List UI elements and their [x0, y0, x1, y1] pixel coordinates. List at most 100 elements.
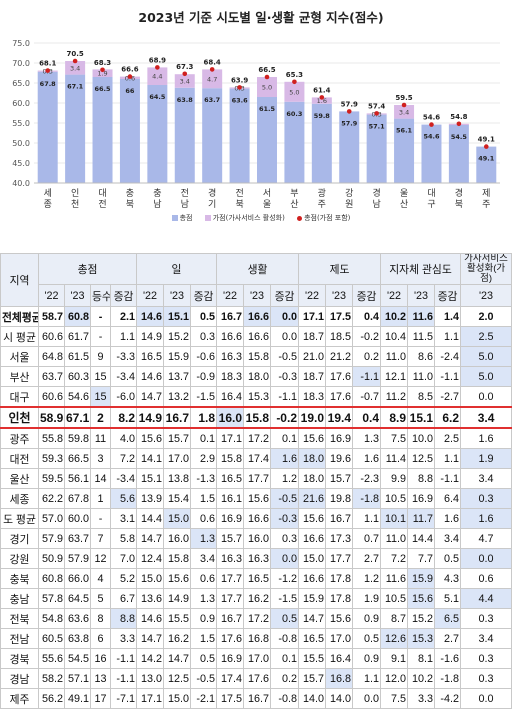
table-cell: 61.5: [64, 346, 91, 367]
table-cell: 55.6: [38, 648, 65, 669]
table-cell: 15.6: [407, 588, 435, 609]
table-cell: 55.8: [38, 427, 65, 449]
table-cell: 3.1: [110, 508, 137, 529]
bar-bonus: [394, 105, 415, 119]
table-cell: 11.7: [407, 508, 435, 529]
header-bonus: 가사서비스 활성화(가점): [460, 253, 513, 285]
header-region: 지역: [0, 253, 39, 307]
table-cell: 17.8: [325, 568, 353, 589]
legend-dot-sum: [297, 215, 303, 221]
table-cell: 21.6: [298, 488, 326, 509]
sub-header-cell: 증감: [352, 284, 381, 307]
bar-total: [202, 88, 223, 183]
table-cell: 14.0: [298, 688, 326, 709]
point-sum: [72, 58, 78, 64]
table-cell: -1.6: [433, 648, 462, 669]
x-tick-label: 충: [126, 188, 134, 199]
table-cell: 1.5: [190, 628, 217, 649]
table-cell: 2.7: [433, 628, 462, 649]
table-cell: 15.9: [407, 568, 435, 589]
table-cell: 6.7: [110, 588, 137, 609]
table-cell: 59.8: [64, 427, 91, 449]
table-cell: 66.0: [64, 568, 91, 589]
data-label-sum: 49.1: [478, 136, 495, 144]
sub-header-cell: '23: [407, 284, 435, 307]
table-cell: 4.3: [433, 568, 462, 589]
x-tick-label: 경: [455, 187, 463, 199]
sub-header-cell: '23: [163, 284, 191, 307]
table-row: 부산 63.7 60.3 15 -3.4 14.6 13.7 -0.9 18.3 18.0 -0.3…: [0, 366, 513, 387]
table-cell: 6.2: [433, 406, 462, 429]
table-cell: 0.4: [352, 406, 381, 429]
table-cell: -0.5: [270, 346, 299, 367]
table-cell: 16.7: [216, 306, 244, 327]
table-cell: 7.2: [380, 548, 408, 569]
table-cell: -1.1: [433, 366, 462, 387]
table-cell: 11.0: [407, 366, 435, 387]
sub-header-cell: 증감: [270, 284, 299, 307]
table-row: 시 평균 60.6 61.7-1.1 14.9 15.2 0.3 16.6 16.6 0.0 18…: [0, 326, 513, 347]
table-cell: 17.2: [243, 608, 271, 629]
region-name-cell: 광주: [0, 427, 39, 449]
table-cell: 15.9: [163, 346, 191, 367]
table-cell: 17.3: [325, 528, 353, 549]
legend-item-sum: 총점(가점 포함): [297, 213, 350, 223]
header-total: 총점: [38, 253, 137, 285]
table-cell: 18.3: [298, 386, 326, 408]
table-cell: 11.6: [407, 306, 435, 327]
sub-header-cell: '23: [64, 284, 91, 307]
x-tick-label: 부: [290, 188, 298, 199]
table-cell: 64.5: [64, 588, 91, 609]
table-row: 세종 62.2 67.8 1 5.6 13.9 15.4 1.5 16.1 15.6 -0.5 21.…: [0, 488, 513, 509]
x-tick-label: 대: [98, 188, 106, 199]
table-cell: 10.5: [380, 488, 408, 509]
table-cell: 11.5: [407, 326, 435, 347]
table-cell: 1.9: [460, 448, 513, 469]
table-cell: 58.7: [38, 306, 65, 327]
table-cell: -2.3: [352, 468, 381, 489]
table-cell: 17.7: [216, 588, 244, 609]
data-label-sum: 70.5: [66, 50, 83, 58]
table-cell: 15.8: [216, 448, 244, 469]
table-cell: 0.7: [352, 528, 381, 549]
table-cell: 0.4: [352, 306, 381, 327]
table-cell: -3.4: [110, 468, 137, 489]
table-row: 인천 58.9 67.1 2 8.2 14.9 16.7 1.8 16.0 15.8 -0.2 19.…: [0, 406, 513, 429]
table-cell: 19.8: [325, 488, 353, 509]
sub-header-cell: '22: [136, 284, 164, 307]
legend-label-total: 총점: [179, 214, 193, 222]
legend-swatch-total: [171, 215, 178, 221]
table-cell: 17.4: [216, 668, 244, 689]
table-cell: 21.0: [298, 346, 326, 367]
table-cell: 15.3: [243, 386, 271, 408]
table-cell: 14: [90, 468, 111, 489]
table-cell: 15.0: [136, 568, 164, 589]
table-cell: -0.3: [270, 508, 299, 529]
table-cell: 14.7: [136, 628, 164, 649]
table-cell: 0.0: [460, 548, 513, 569]
x-tick-label: 산: [290, 199, 298, 210]
table-cell: 0.6: [460, 568, 513, 589]
table-cell: 15.0: [298, 548, 326, 569]
bar-total: [174, 87, 195, 183]
table-cell: 7.0: [110, 548, 137, 569]
table-cell: 0.0: [270, 548, 299, 569]
table-row: 전체평균 58.7 60.8-2.1 14.6 15.1 0.5 16.7 16.6 0.0 17…: [0, 306, 513, 327]
x-tick-label: 주: [482, 199, 490, 210]
x-tick-label: 남: [181, 199, 189, 210]
table-cell: 14.6: [136, 608, 164, 629]
table-cell: 18.7: [298, 326, 326, 347]
table-cell: 60.8: [38, 568, 65, 589]
bar-bonus: [311, 97, 332, 104]
table-cell: 12.4: [136, 548, 164, 569]
table-cell: 18.0: [298, 448, 326, 469]
x-tick-label: 남: [373, 199, 381, 210]
table-cell: 6: [90, 628, 111, 649]
x-tick-label: 서: [263, 188, 271, 199]
point-sum: [45, 68, 51, 73]
data-label-total: 57.9: [341, 119, 358, 127]
x-tick-label: 광: [318, 187, 326, 199]
point-sum: [237, 85, 242, 90]
table-body: 전체평균 58.7 60.8-2.1 14.6 15.1 0.5 16.7 16.6 0.0 17…: [0, 306, 513, 709]
table-cell: 15.8: [243, 406, 271, 429]
